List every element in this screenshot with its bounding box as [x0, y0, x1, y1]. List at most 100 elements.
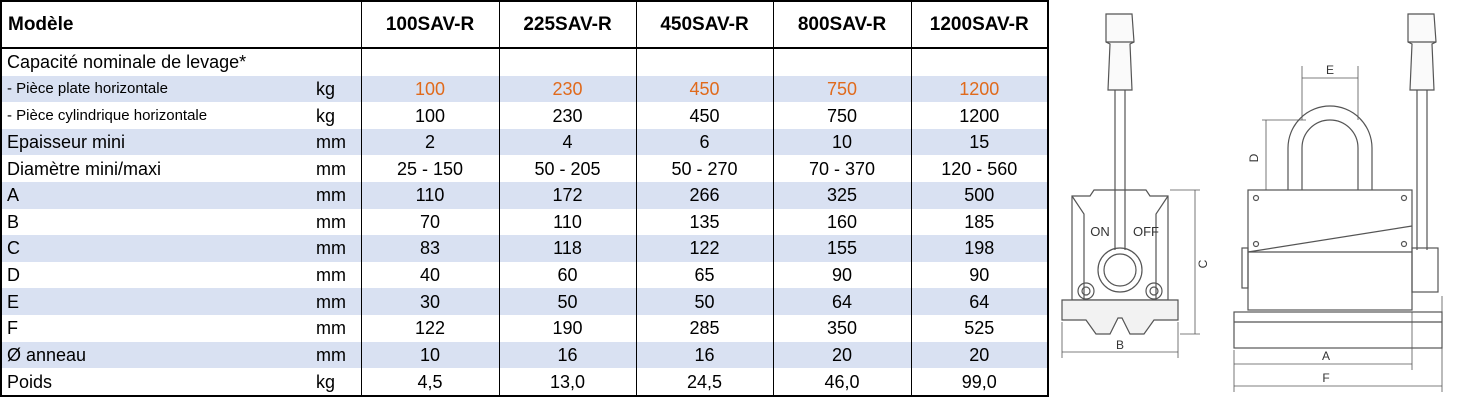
table-cell: 190 — [499, 314, 637, 342]
model-name: 800SAV-R — [773, 0, 912, 49]
row-label: A — [0, 182, 314, 209]
table-cell: 90 — [911, 261, 1050, 289]
dimension-f-label: F — [1322, 371, 1329, 385]
table-cell: 13,0 — [499, 368, 637, 397]
table-cell: 118 — [499, 235, 637, 262]
table-cell — [636, 48, 774, 76]
table-cell: 4 — [499, 128, 637, 156]
table-cell — [499, 48, 637, 76]
row-unit: kg — [314, 368, 362, 397]
table-cell: 750 — [773, 75, 912, 103]
row-label: Capacité nominale de levage* — [0, 48, 314, 76]
row-label: D — [0, 261, 314, 289]
specifications-table: Modèle 100SAV-R 225SAV-R 450SAV-R 800SAV… — [0, 0, 1050, 397]
table-cell: 4,5 — [361, 368, 500, 397]
row-label: - Pièce cylindrique horizontale — [0, 102, 314, 129]
table-cell: 266 — [636, 182, 774, 209]
row-unit: mm — [314, 182, 362, 209]
table-row: - Pièce plate horizontale kg 100 230 450 750 1… — [0, 75, 1050, 103]
row-label: Poids — [0, 368, 314, 397]
model-name: 1200SAV-R — [911, 0, 1050, 49]
header-row: Modèle 100SAV-R 225SAV-R 450SAV-R 800SAV… — [0, 0, 1050, 49]
model-header: Modèle — [0, 0, 362, 49]
table-row: Capacité nominale de levage* — [0, 48, 1050, 76]
table-cell: 525 — [911, 314, 1050, 342]
table-row: Ø anneau mm 10 16 16 20 20 — [0, 341, 1050, 369]
table-cell: 46,0 — [773, 368, 912, 397]
table-body: Capacité nominale de levage* - Pièce plat… — [0, 48, 1050, 397]
row-unit: mm — [314, 314, 362, 342]
table-cell: 99,0 — [911, 368, 1050, 397]
table-cell: 100 — [361, 75, 500, 103]
table-cell: 1200 — [911, 75, 1050, 103]
table-cell: 90 — [773, 261, 912, 289]
table-cell: 110 — [499, 208, 637, 236]
table-cell: 64 — [911, 288, 1050, 315]
side-view-drawing: ON OFF B C — [1061, 13, 1210, 358]
table-cell: 50 - 270 — [636, 155, 774, 183]
dimension-a-label: A — [1322, 349, 1330, 363]
table-row: Diamètre mini/maxi mm 25 - 150 50 - 205 50 -… — [0, 155, 1050, 183]
table-cell: 2 — [361, 128, 500, 156]
table-cell: 15 — [911, 128, 1050, 156]
table-cell — [361, 48, 500, 76]
row-label: F — [0, 314, 314, 342]
table-cell: 20 — [773, 341, 912, 369]
model-name: 225SAV-R — [499, 0, 637, 49]
table-cell: 24,5 — [636, 368, 774, 397]
table-cell: 135 — [636, 208, 774, 236]
table-cell: 16 — [636, 341, 774, 369]
table-cell: 6 — [636, 128, 774, 156]
table-cell: 172 — [499, 182, 637, 209]
row-unit: mm — [314, 235, 362, 262]
table-cell: 230 — [499, 75, 637, 103]
table-cell: 198 — [911, 235, 1050, 262]
row-label: - Pièce plate horizontale — [0, 75, 314, 103]
table-row: - Pièce cylindrique horizontale kg 100 230 4… — [0, 102, 1050, 129]
row-unit: mm — [314, 208, 362, 236]
row-unit: mm — [314, 341, 362, 369]
table-cell: 450 — [636, 75, 774, 103]
dimension-c-label: C — [1196, 259, 1210, 268]
row-unit: mm — [314, 261, 362, 289]
table-cell: 50 — [499, 288, 637, 315]
table-cell: 122 — [361, 314, 500, 342]
row-unit: mm — [314, 288, 362, 315]
table-cell: 60 — [499, 261, 637, 289]
row-label: Epaisseur mini — [0, 128, 314, 156]
table-cell: 122 — [636, 235, 774, 262]
table-cell — [773, 48, 912, 76]
table-cell: 285 — [636, 314, 774, 342]
row-label: Diamètre mini/maxi — [0, 155, 314, 183]
row-unit: kg — [314, 102, 362, 129]
table-cell: 65 — [636, 261, 774, 289]
table-cell: 10 — [361, 341, 500, 369]
row-unit: kg — [314, 75, 362, 103]
table-cell: 40 — [361, 261, 500, 289]
table-row: Epaisseur mini mm 2 4 6 10 15 — [0, 128, 1050, 156]
table-cell: 20 — [911, 341, 1050, 369]
row-unit: mm — [314, 128, 362, 156]
table-cell: 185 — [911, 208, 1050, 236]
table-cell: 110 — [361, 182, 500, 209]
table-cell: 160 — [773, 208, 912, 236]
table-cell: 500 — [911, 182, 1050, 209]
model-name: 450SAV-R — [636, 0, 774, 49]
row-label: Ø anneau — [0, 341, 314, 369]
table-row: Poids kg 4,5 13,0 24,5 46,0 99,0 — [0, 368, 1050, 397]
table-cell: 155 — [773, 235, 912, 262]
off-label: OFF — [1133, 224, 1159, 239]
table-cell: 30 — [361, 288, 500, 315]
table-cell: 70 - 370 — [773, 155, 912, 183]
table-cell: 325 — [773, 182, 912, 209]
model-name: 100SAV-R — [361, 0, 500, 49]
row-label: C — [0, 235, 314, 262]
on-label: ON — [1090, 224, 1110, 239]
row-unit — [314, 48, 362, 76]
table-cell: 350 — [773, 314, 912, 342]
